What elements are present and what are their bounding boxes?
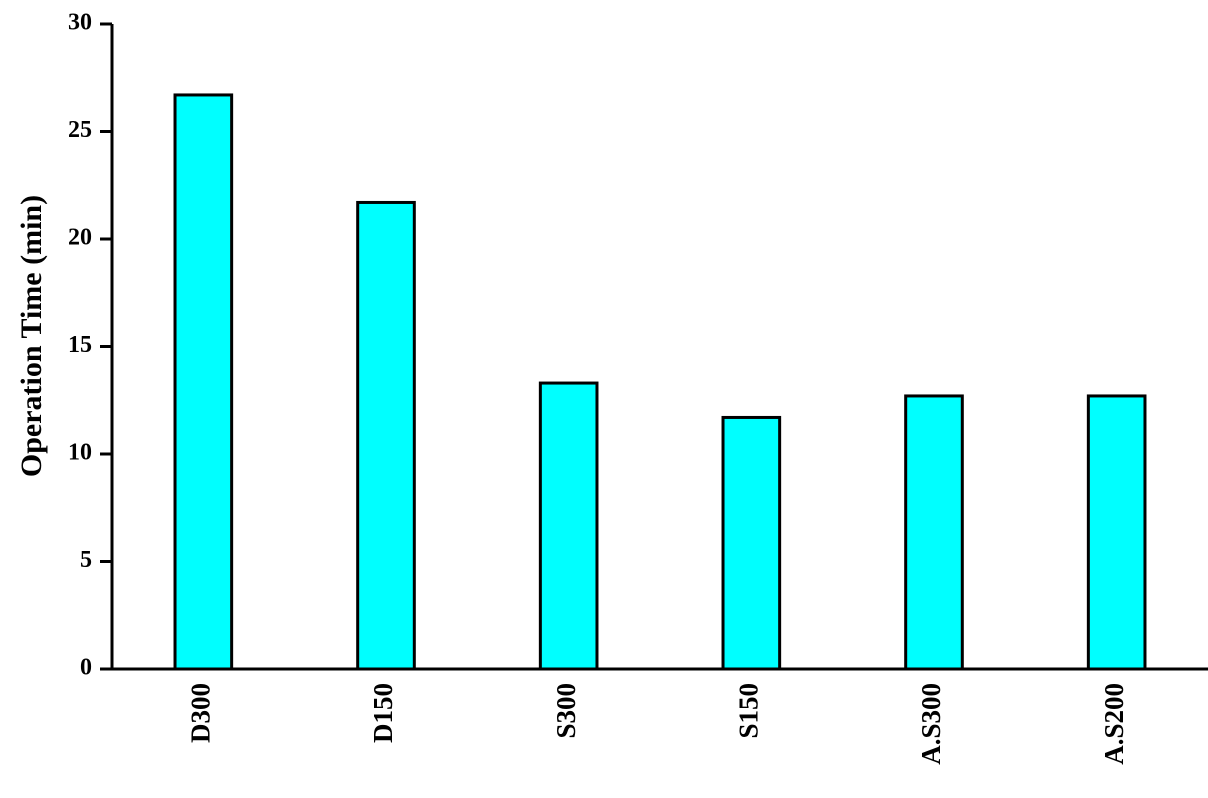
bar [904, 394, 964, 671]
x-tick-label: A.S300 [916, 683, 946, 765]
bar [1086, 394, 1147, 671]
x-tick-label: S300 [551, 683, 581, 739]
y-tick-label: 20 [68, 225, 92, 251]
y-tick-label: 0 [80, 655, 92, 681]
x-tick-label: A.S200 [1099, 683, 1129, 765]
bar [538, 381, 599, 671]
y-tick-label: 15 [68, 332, 92, 358]
bar [721, 415, 782, 671]
x-tick-label: S150 [734, 683, 764, 739]
y-tick-label: 25 [68, 117, 92, 143]
y-tick-label: 30 [68, 10, 92, 36]
y-axis-title: Operation Time (min) [15, 195, 48, 477]
bar [356, 200, 416, 671]
x-tick-label: D300 [186, 683, 216, 743]
y-tick-label: 10 [68, 440, 92, 466]
y-tick-label: 5 [80, 547, 92, 573]
x-tick-label: D150 [368, 683, 398, 743]
bar [173, 93, 234, 671]
